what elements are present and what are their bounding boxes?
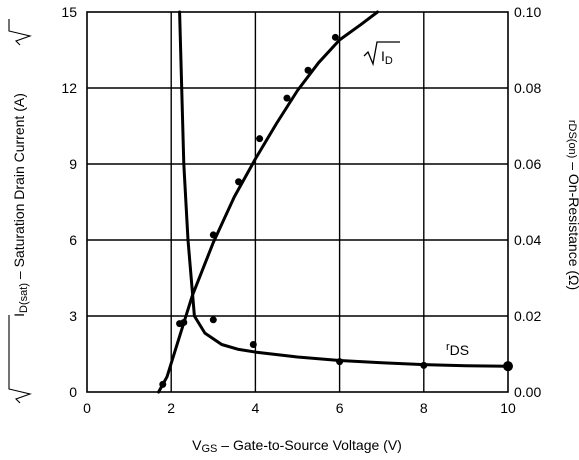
y-right-tick-label: 0.02 <box>514 308 541 324</box>
y-right-tick-label: 0.06 <box>514 156 541 172</box>
series-line <box>157 10 379 394</box>
y-right-tick-label: 0.04 <box>514 232 541 248</box>
data-point <box>304 66 312 74</box>
x-tick-label: 6 <box>336 400 344 416</box>
tick-labels: 0 2 4 6 8 10 0 3 6 9 12 15 0.00 0.02 0.04 0.06 0.08 0.10 <box>61 4 541 416</box>
data-point <box>503 361 513 372</box>
sqrt-id-text: ID <box>381 48 393 67</box>
y-left-sqrt-symbol-end <box>8 19 32 46</box>
y-right-axis-title: rDS(on) – On-Resistance (Ω) <box>566 120 579 290</box>
data-point <box>235 178 243 186</box>
x-tick-label: 10 <box>500 400 516 416</box>
y-left-tick-label: 3 <box>69 308 77 324</box>
sqrt-symbol <box>363 41 400 67</box>
y-right-tick-label: 0.08 <box>514 80 541 96</box>
data-point <box>180 318 188 326</box>
data-point <box>256 135 264 143</box>
data-point <box>209 316 217 324</box>
y-left-tick-label: 0 <box>69 384 77 400</box>
y-right-tick-label: 0.00 <box>514 384 541 400</box>
x-tick-label: 2 <box>167 400 175 416</box>
y-left-tick-label: 15 <box>61 4 77 20</box>
data-point <box>336 358 344 366</box>
data-point <box>159 380 167 388</box>
data-point <box>209 231 217 239</box>
series-rds <box>178 10 513 372</box>
rds-label: rDS <box>446 341 469 358</box>
label-layer: ID rDS VGS – Gate-to-Source Voltage (V) ID(… <box>8 19 579 455</box>
data-point <box>420 361 428 369</box>
y-right-tick-label: 0.10 <box>514 4 541 20</box>
sqrt-id-label: ID <box>363 41 400 67</box>
plot-frame <box>86 11 509 393</box>
y-left-tick-label: 12 <box>61 80 77 96</box>
x-tick-label: 0 <box>83 400 91 416</box>
series-line <box>178 10 510 368</box>
x-axis-title: VGS – Gate-to-Source Voltage (V) <box>192 437 402 455</box>
series-sqrt-id <box>157 10 379 394</box>
y-left-sqrt-symbol <box>8 315 32 404</box>
data-point <box>283 94 291 102</box>
series-layer <box>157 10 513 394</box>
y-left-title-group: ID(sat) – Saturation Drain Current (A) <box>8 19 32 404</box>
y-right-title-group: rDS(on) – On-Resistance (Ω) <box>566 120 579 290</box>
x-tick-label: 8 <box>420 400 428 416</box>
y-left-tick-label: 6 <box>69 232 77 248</box>
data-point <box>249 341 257 348</box>
y-left-axis-title: ID(sat) – Saturation Drain Current (A) <box>11 93 30 317</box>
y-left-tick-label: 9 <box>69 156 77 172</box>
x-tick-label: 4 <box>252 400 260 416</box>
data-point <box>331 33 339 41</box>
grid <box>87 12 508 392</box>
